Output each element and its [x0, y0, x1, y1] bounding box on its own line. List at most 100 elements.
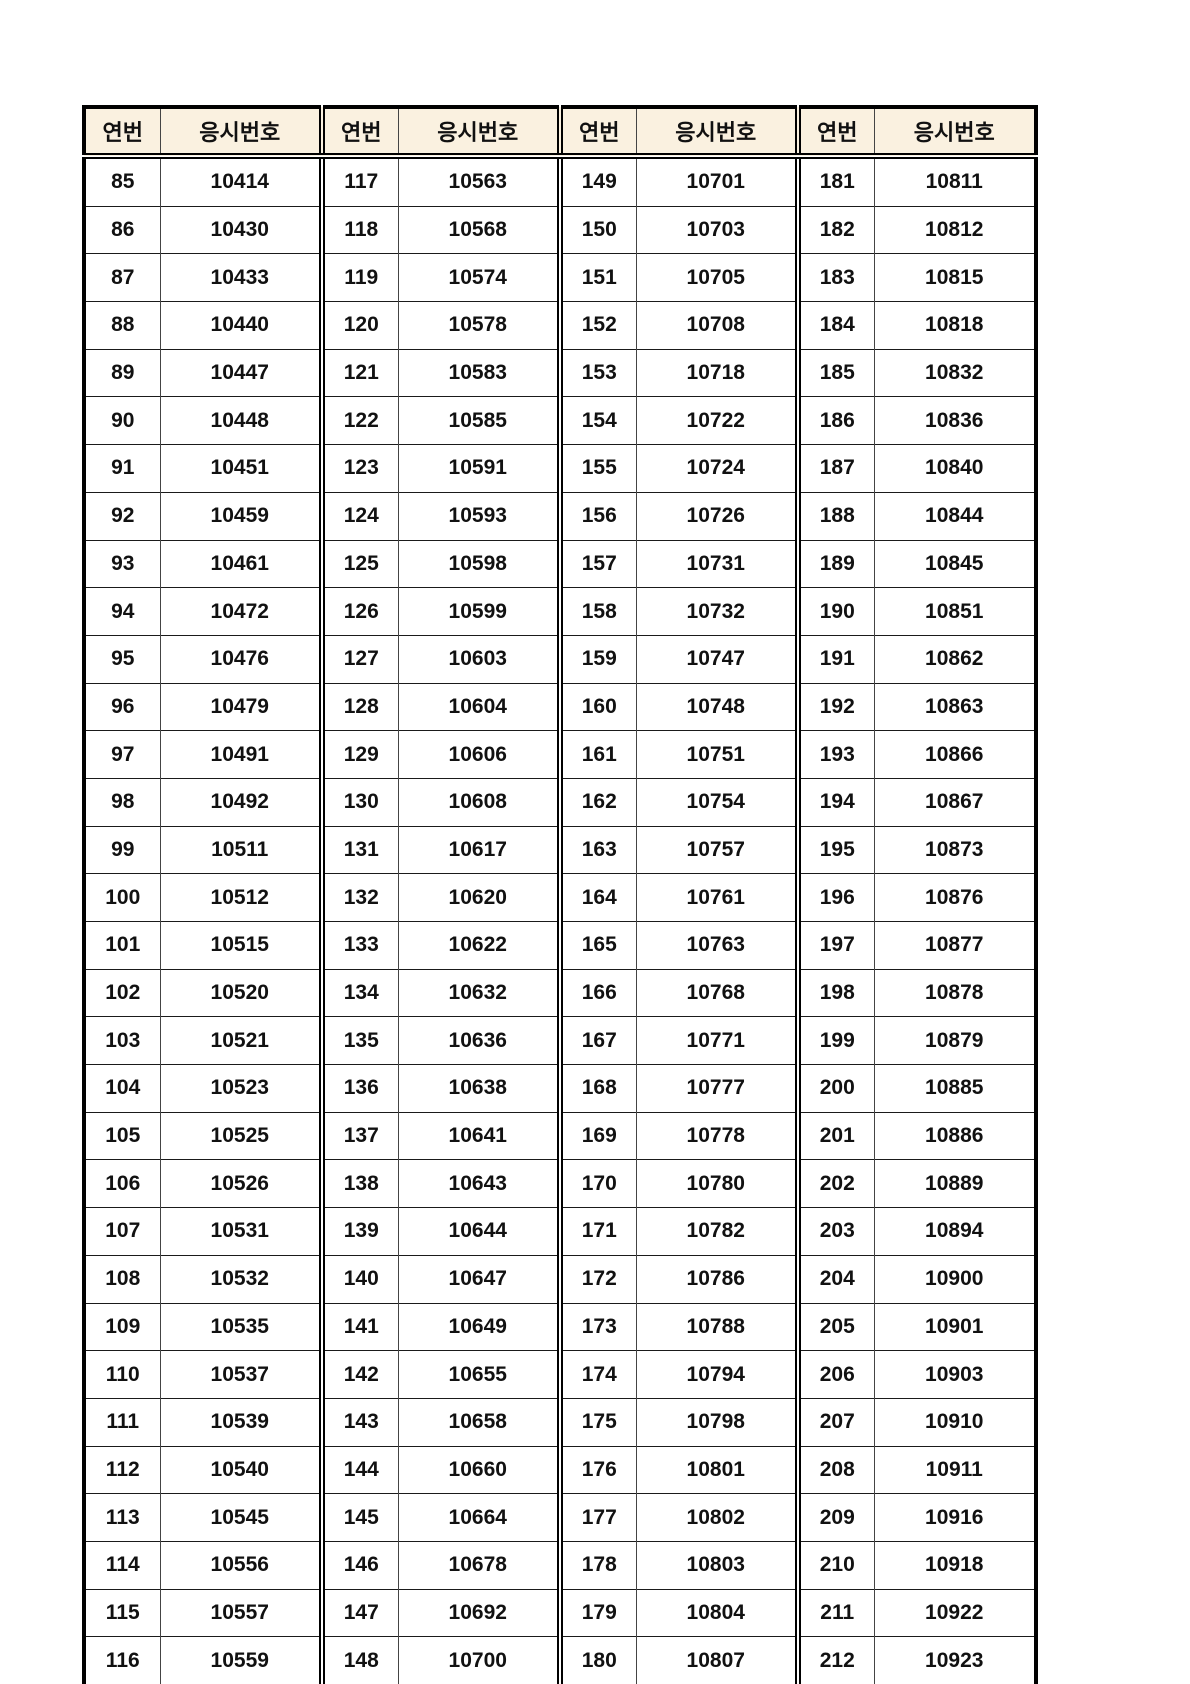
number-cell: 10923 — [873, 1636, 1036, 1684]
seq-cell: 198 — [795, 968, 874, 1017]
seq-cell: 197 — [795, 921, 874, 970]
number-cell: 10515 — [159, 921, 322, 970]
seq-cell: 154 — [557, 396, 636, 445]
seq-cell: 151 — [557, 253, 636, 302]
seq-cell: 172 — [557, 1254, 636, 1303]
number-cell: 10598 — [397, 539, 560, 588]
number-cell: 10894 — [873, 1207, 1036, 1256]
number-cell: 10559 — [159, 1636, 322, 1684]
number-cell: 10523 — [159, 1064, 322, 1113]
seq-cell: 104 — [84, 1064, 160, 1113]
seq-cell: 129 — [319, 730, 398, 779]
seq-cell: 208 — [795, 1445, 874, 1494]
table-row: 97 10491 129 10606 161 10751 193 10866 — [84, 730, 1036, 779]
seq-cell: 95 — [84, 634, 160, 684]
number-cell: 10583 — [397, 348, 560, 397]
seq-cell: 132 — [319, 873, 398, 922]
seq-cell: 164 — [557, 873, 636, 922]
number-cell: 10866 — [873, 730, 1036, 779]
seq-cell: 145 — [319, 1493, 398, 1542]
number-cell: 10722 — [635, 396, 798, 445]
seq-cell: 202 — [795, 1159, 874, 1208]
number-cell: 10658 — [397, 1397, 560, 1447]
number-cell: 10726 — [635, 491, 798, 540]
header-cell-number: 응시번호 — [397, 107, 560, 159]
number-cell: 10916 — [873, 1493, 1036, 1542]
seq-cell: 156 — [557, 491, 636, 540]
number-cell: 10440 — [159, 301, 322, 350]
seq-cell: 111 — [84, 1397, 160, 1447]
seq-cell: 180 — [557, 1636, 636, 1684]
number-cell: 10591 — [397, 444, 560, 493]
number-cell: 10647 — [397, 1254, 560, 1303]
seq-cell: 186 — [795, 396, 874, 445]
table-row: 112 10540 144 10660 176 10801 208 10911 — [84, 1445, 1036, 1494]
table-row: 104 10523 136 10638 168 10777 200 10885 — [84, 1064, 1036, 1113]
number-cell: 10622 — [397, 921, 560, 970]
seq-cell: 94 — [84, 587, 160, 636]
number-cell: 10578 — [397, 301, 560, 350]
number-cell: 10836 — [873, 396, 1036, 445]
table-row: 90 10448 122 10585 154 10722 186 10836 — [84, 396, 1036, 445]
seq-cell: 88 — [84, 301, 160, 350]
table-row: 101 10515 133 10622 165 10763 197 10877 — [84, 921, 1036, 970]
number-cell: 10782 — [635, 1207, 798, 1256]
number-cell: 10801 — [635, 1445, 798, 1494]
number-cell: 10812 — [873, 205, 1036, 254]
seq-cell: 188 — [795, 491, 874, 540]
header-cell-seq: 연번 — [557, 107, 636, 159]
seq-cell: 206 — [795, 1350, 874, 1399]
seq-cell: 169 — [557, 1111, 636, 1160]
number-cell: 10525 — [159, 1111, 322, 1160]
number-cell: 10731 — [635, 539, 798, 588]
seq-cell: 194 — [795, 777, 874, 827]
table-row: 89 10447 121 10583 153 10718 185 10832 — [84, 348, 1036, 397]
number-cell: 10708 — [635, 301, 798, 350]
number-cell: 10585 — [397, 396, 560, 445]
seq-cell: 144 — [319, 1445, 398, 1494]
seq-cell: 205 — [795, 1302, 874, 1351]
seq-cell: 99 — [84, 825, 160, 874]
number-cell: 10700 — [397, 1636, 560, 1684]
number-cell: 10568 — [397, 205, 560, 254]
seq-cell: 92 — [84, 491, 160, 540]
number-cell: 10461 — [159, 539, 322, 588]
seq-cell: 171 — [557, 1207, 636, 1256]
number-cell: 10845 — [873, 539, 1036, 588]
seq-cell: 207 — [795, 1397, 874, 1447]
seq-cell: 118 — [319, 205, 398, 254]
seq-cell: 98 — [84, 777, 160, 827]
number-cell: 10757 — [635, 825, 798, 874]
number-cell: 10511 — [159, 825, 322, 874]
number-cell: 10918 — [873, 1540, 1036, 1590]
number-cell: 10724 — [635, 444, 798, 493]
number-cell: 10479 — [159, 682, 322, 731]
seq-cell: 127 — [319, 634, 398, 684]
seq-cell: 193 — [795, 730, 874, 779]
number-cell: 10873 — [873, 825, 1036, 874]
number-cell: 10718 — [635, 348, 798, 397]
seq-cell: 138 — [319, 1159, 398, 1208]
table-row: 102 10520 134 10632 166 10768 198 10878 — [84, 968, 1036, 1017]
seq-cell: 195 — [795, 825, 874, 874]
seq-cell: 135 — [319, 1016, 398, 1065]
seq-cell: 160 — [557, 682, 636, 731]
number-cell: 10862 — [873, 634, 1036, 684]
seq-cell: 196 — [795, 873, 874, 922]
number-cell: 10751 — [635, 730, 798, 779]
number-cell: 10886 — [873, 1111, 1036, 1160]
number-cell: 10447 — [159, 348, 322, 397]
number-cell: 10754 — [635, 777, 798, 827]
number-cell: 10901 — [873, 1302, 1036, 1351]
number-cell: 10603 — [397, 634, 560, 684]
seq-cell: 114 — [84, 1540, 160, 1590]
seq-cell: 123 — [319, 444, 398, 493]
seq-cell: 163 — [557, 825, 636, 874]
number-cell: 10877 — [873, 921, 1036, 970]
number-cell: 10512 — [159, 873, 322, 922]
seq-cell: 175 — [557, 1397, 636, 1447]
seq-cell: 178 — [557, 1540, 636, 1590]
number-cell: 10705 — [635, 253, 798, 302]
number-cell: 10535 — [159, 1302, 322, 1351]
